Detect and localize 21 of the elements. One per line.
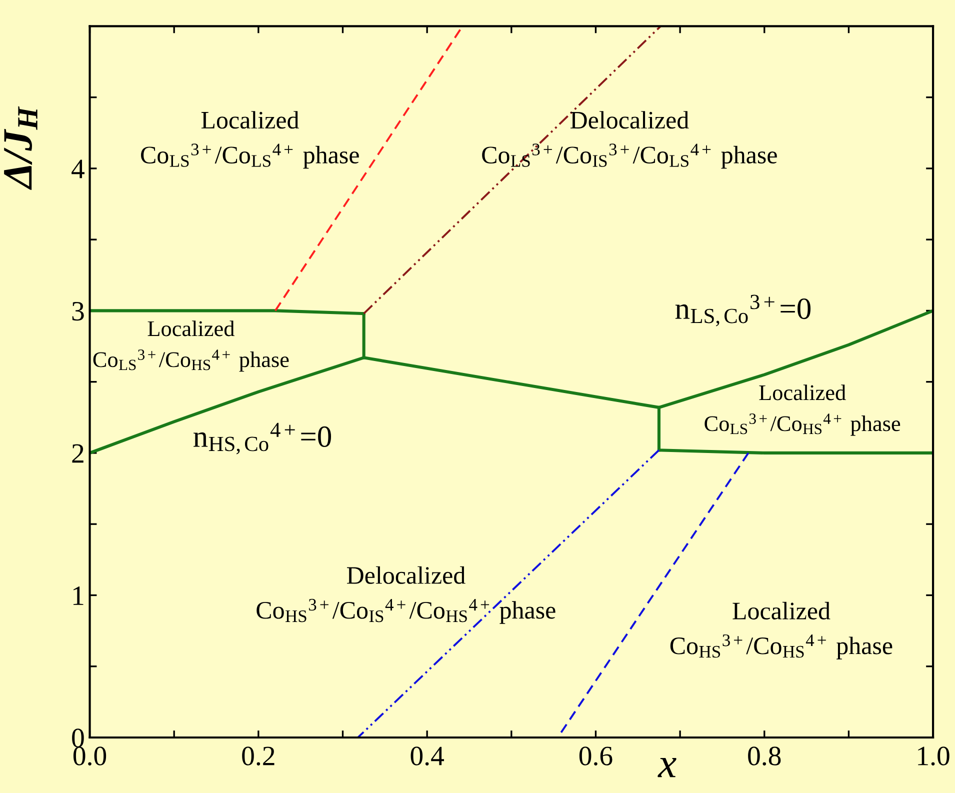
text: Localized Co$_{HS}$$^{3+}$/Co$_{HS}$$^{4+}$ phase <box>670 602 892 660</box>
text: Localized Co$_{LS}$$^{3+}$/Co$_{HS}$$^{4+}$ phase <box>93 320 289 372</box>
x-tick-label: 0.6 <box>579 746 612 766</box>
x-tick-label: 0.4 <box>410 746 444 766</box>
x-tick-label: 0.8 <box>748 746 781 766</box>
text: Localized Co$_{LS}$$^{3+}$/Co$_{LS}$$^{4+}$ phase <box>141 111 359 169</box>
y-axis-title: Δ/J$_{H}$ <box>4 106 38 190</box>
y-tick-label: 0 <box>72 728 84 748</box>
x-tick-label: 0.2 <box>242 746 274 766</box>
y-tick-label: 4 <box>72 160 84 178</box>
annotation: n$_{LS,Co}$$^{3+}$=0 <box>675 294 811 326</box>
x-axis-title: x <box>658 758 676 778</box>
y-tick-label: 2 <box>72 444 84 463</box>
x-tick-label: 1.0 <box>918 746 950 766</box>
text: Delocalized Co$_{LS}$$^{3+}$/Co$_{IS}$$^{3+}$/Co$_{LS}$$^{4+}$ phase <box>482 111 777 169</box>
x-tick-label: 0.0 <box>73 746 106 766</box>
annotation: n$_{HS,Co}$$^{4+}$=0 <box>194 422 332 454</box>
text: Localized Co$_{LS}$$^{3+}$/Co$_{HS}$$^{4+}$ phase <box>704 384 900 436</box>
y-tick-label: 1 <box>73 586 84 605</box>
text: Delocalized Co$_{HS}$$^{3+}$/Co$_{IS}$$^{4+}$/Co$_{HS}$$^{4+}$ phase <box>256 566 556 624</box>
y-tick-label: 3 <box>72 302 84 321</box>
